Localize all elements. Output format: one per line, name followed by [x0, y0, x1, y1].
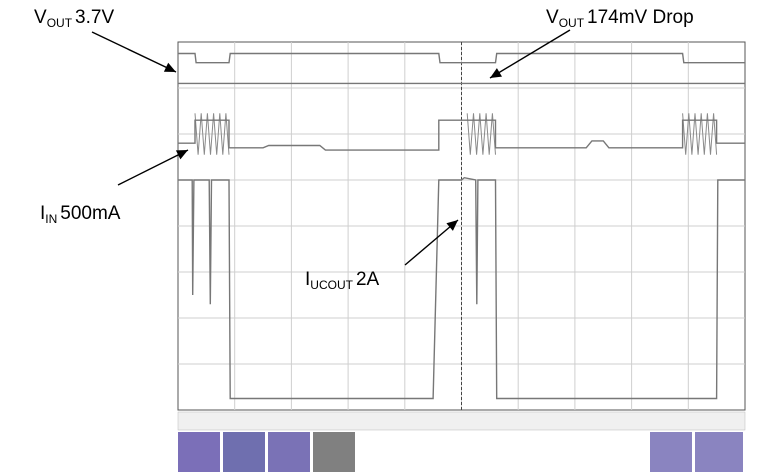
annotation-value: 3.7V — [75, 7, 115, 28]
annotation-main: I — [40, 203, 46, 224]
annotation-iin: IIN 500mA — [40, 204, 120, 225]
annotation-sub: OUT — [558, 16, 585, 30]
annotation-arrow-0 — [91, 31, 177, 73]
annotation-main: V — [546, 7, 559, 28]
annotation-arrow-1 — [489, 29, 571, 79]
channel-readout-box — [178, 432, 220, 472]
annotation-arrow-2 — [117, 149, 189, 186]
series-line-2 — [178, 119, 745, 151]
channel-readout-box — [268, 432, 310, 472]
annotation-value: 500mA — [60, 203, 121, 224]
series-line-0 — [178, 52, 745, 64]
series-line-3 — [178, 176, 745, 400]
channel-readout-box — [223, 432, 265, 472]
annotation-sub: OUT — [46, 16, 73, 30]
ripple-burst — [466, 113, 496, 155]
measure-strip — [177, 411, 746, 431]
annotation-arrowhead-0 — [163, 62, 176, 72]
annotation-main: V — [34, 7, 47, 28]
annotation-sub: UCOUT — [310, 278, 353, 292]
annotation-main: I — [305, 269, 311, 290]
annotation-value: 2A — [355, 269, 380, 290]
annotation-arrowhead-2 — [175, 150, 188, 160]
annotation-vout-3-7v: VOUT 3.7V — [34, 8, 114, 29]
annotation-iucout: IUCOUT 2A — [305, 270, 379, 291]
channel-readout-box — [313, 432, 355, 472]
annotation-sub: IN — [45, 212, 58, 226]
annotation-arrowhead-3 — [446, 220, 458, 231]
annotation-value: 174mV Drop — [587, 7, 694, 28]
annotation-arrowhead-1 — [490, 68, 502, 78]
trigger-readout-box — [695, 432, 743, 472]
timebase-readout-box — [650, 432, 692, 472]
annotation-arrow-3 — [404, 219, 459, 266]
annotation-vout-drop: VOUT 174mV Drop — [546, 8, 694, 29]
